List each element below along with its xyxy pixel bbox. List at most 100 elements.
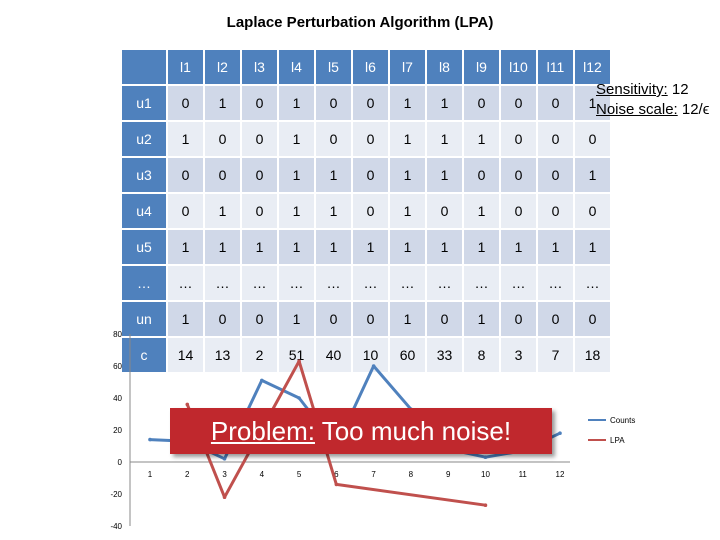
table-row: u1 0 1 0 1 0 0 1 1 0 0 0 1 <box>122 86 610 120</box>
legend-label: Counts <box>610 416 635 425</box>
data-point <box>371 364 376 368</box>
column-header: l4 <box>279 50 314 84</box>
row-label: u1 <box>122 86 166 120</box>
table-cell: 0 <box>242 302 277 336</box>
data-point <box>483 455 488 459</box>
problem-banner: Problem: Too much noise! <box>170 408 552 454</box>
table-cell: 13 <box>205 338 240 372</box>
data-point <box>148 437 152 442</box>
table-cell: 0 <box>501 302 536 336</box>
table-cell: 0 <box>538 302 573 336</box>
data-point <box>297 396 301 400</box>
table-cell: 1 <box>205 86 240 120</box>
table-cell: 60 <box>390 338 425 372</box>
table-cell: … <box>501 266 536 300</box>
table-cell: 0 <box>205 158 240 192</box>
table-cell: 8 <box>464 338 499 372</box>
table-cell: 1 <box>353 230 388 264</box>
column-header: l7 <box>390 50 425 84</box>
data-point <box>222 457 227 461</box>
row-label: un <box>122 302 166 336</box>
y-tick-label: -20 <box>110 490 122 499</box>
row-label: u5 <box>122 230 166 264</box>
table-cell: 0 <box>427 194 462 228</box>
table-cell: … <box>464 266 499 300</box>
x-tick-label: 1 <box>148 470 153 479</box>
table-cell: 1 <box>464 230 499 264</box>
x-tick-label: 9 <box>446 470 451 479</box>
table-cell: 1 <box>279 302 314 336</box>
table-cell: 1 <box>168 230 203 264</box>
table-cell: 1 <box>279 158 314 192</box>
table-cell: 1 <box>168 302 203 336</box>
noise-scale-label: Noise scale: <box>596 101 678 118</box>
table-cell: 40 <box>316 338 351 372</box>
x-tick-label: 10 <box>481 470 490 479</box>
y-tick-label: -40 <box>110 522 122 531</box>
column-header: l8 <box>427 50 462 84</box>
y-tick-label: 20 <box>113 426 122 435</box>
table-cell: 0 <box>538 122 573 156</box>
sensitivity-label: Sensitivity: <box>596 81 668 98</box>
table-cell: 1 <box>168 122 203 156</box>
table-row: c 14 13 2 51 40 10 60 33 8 3 7 18 <box>122 338 610 372</box>
table-cell: 1 <box>279 86 314 120</box>
noise-scale-value: 12/ϵ <box>677 101 710 118</box>
sensitivity-value: 12 <box>667 81 689 98</box>
table-cell: 0 <box>353 194 388 228</box>
table-cell: 1 <box>279 194 314 228</box>
data-point <box>260 378 264 383</box>
table-cell: 1 <box>390 194 425 228</box>
table-cell: 1 <box>316 230 351 264</box>
table-cell: 1 <box>316 194 351 228</box>
table-cell: 0 <box>353 302 388 336</box>
table-cell: 0 <box>464 86 499 120</box>
row-label: u2 <box>122 122 166 156</box>
corner-cell <box>122 50 166 84</box>
table-row: u2 1 0 0 1 0 0 1 1 1 0 0 0 <box>122 122 610 156</box>
table-cell: … <box>316 266 351 300</box>
table-cell: 14 <box>168 338 203 372</box>
y-tick-label: 40 <box>113 394 122 403</box>
table-cell: 0 <box>575 194 610 228</box>
table-cell: 1 <box>390 230 425 264</box>
table-cell: 0 <box>501 86 536 120</box>
table-cell: … <box>538 266 573 300</box>
table-cell: 0 <box>538 194 573 228</box>
table-cell: 1 <box>390 158 425 192</box>
table-cell: 0 <box>205 302 240 336</box>
table-cell: 0 <box>353 158 388 192</box>
table-cell: 7 <box>538 338 573 372</box>
table-cell: 0 <box>575 302 610 336</box>
table-cell: 1 <box>427 86 462 120</box>
table-cell: 1 <box>575 158 610 192</box>
column-header: l12 <box>575 50 610 84</box>
table-cell: 1 <box>205 230 240 264</box>
x-tick-label: 5 <box>297 470 302 479</box>
table-cell: 0 <box>316 86 351 120</box>
table-cell: 1 <box>427 230 462 264</box>
table-cell: 1 <box>242 230 277 264</box>
table-cell: 0 <box>316 302 351 336</box>
row-label: u3 <box>122 158 166 192</box>
sensitivity-note: Sensitivity: 12 Noise scale: 12/ϵ <box>596 80 709 120</box>
legend-label: LPA <box>610 436 625 445</box>
x-tick-label: 11 <box>519 470 528 479</box>
x-tick-label: 3 <box>222 470 227 479</box>
table-cell: 0 <box>205 122 240 156</box>
row-label: … <box>122 266 166 300</box>
x-tick-label: 8 <box>409 470 414 479</box>
table-cell: 33 <box>427 338 462 372</box>
column-header: l10 <box>501 50 536 84</box>
table-cell: … <box>168 266 203 300</box>
column-header: l9 <box>464 50 499 84</box>
table-cell: 1 <box>575 230 610 264</box>
table-cell: 10 <box>353 338 388 372</box>
table-row: ………………………………… <box>122 266 610 300</box>
data-point <box>297 359 301 363</box>
table-cell: … <box>575 266 610 300</box>
table-cell: 1 <box>427 158 462 192</box>
y-tick-label: 80 <box>113 330 122 339</box>
table-cell: 0 <box>353 122 388 156</box>
table-row: u5 1 1 1 1 1 1 1 1 1 1 1 1 <box>122 230 610 264</box>
